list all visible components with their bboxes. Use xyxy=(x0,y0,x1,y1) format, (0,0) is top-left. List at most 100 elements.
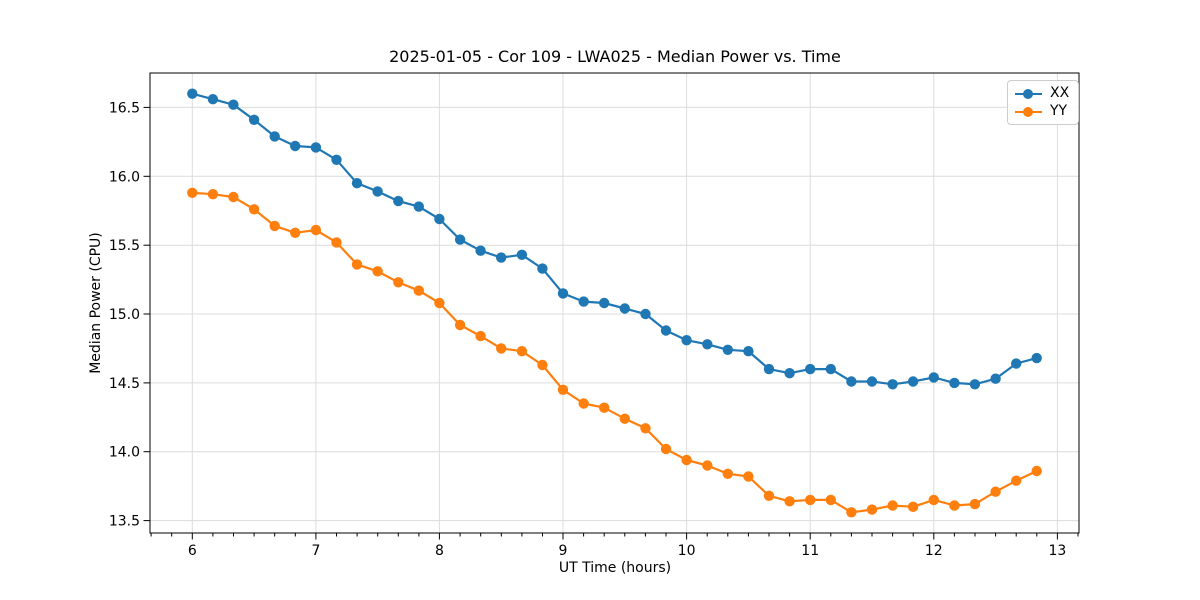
svg-text:6: 6 xyxy=(188,543,197,559)
data-point xyxy=(413,285,424,296)
data-point xyxy=(681,454,692,466)
data-point xyxy=(537,359,548,371)
data-point xyxy=(516,249,528,260)
data-point xyxy=(990,486,1001,497)
data-point xyxy=(331,237,342,248)
data-point xyxy=(640,308,651,320)
svg-text:12: 12 xyxy=(925,543,943,559)
data-point xyxy=(1031,465,1042,477)
data-point xyxy=(248,114,260,126)
data-point xyxy=(496,252,507,263)
data-point xyxy=(702,339,713,350)
data-point xyxy=(434,213,445,225)
data-point xyxy=(187,88,198,99)
svg-text:7: 7 xyxy=(311,543,320,559)
legend-item-xx: XX xyxy=(1015,86,1069,101)
data-point xyxy=(496,343,507,354)
data-point xyxy=(248,204,260,215)
data-point xyxy=(722,344,733,355)
data-point xyxy=(928,494,939,506)
data-point xyxy=(228,99,239,110)
x-axis-label: UT Time (hours) xyxy=(558,560,672,576)
svg-text:9: 9 xyxy=(559,543,568,559)
data-point xyxy=(1011,358,1022,369)
data-point xyxy=(763,490,775,501)
data-point xyxy=(825,494,836,506)
data-point xyxy=(537,263,548,274)
data-point xyxy=(434,297,445,309)
data-point xyxy=(949,377,960,389)
svg-text:15.5: 15.5 xyxy=(109,238,140,254)
svg-text:10: 10 xyxy=(678,543,696,559)
data-point xyxy=(640,423,651,434)
data-point xyxy=(578,296,589,307)
data-point xyxy=(557,384,569,395)
x-axis-minor-ticks xyxy=(150,533,1079,537)
data-point xyxy=(207,94,219,105)
data-point xyxy=(187,187,198,198)
y-axis-tick-labels: 13.5 14.0 14.5 15.0 15.5 16.0 16.5 xyxy=(109,100,140,529)
data-point xyxy=(805,494,816,506)
x-axis-ticks xyxy=(191,533,1058,540)
data-point xyxy=(990,373,1001,384)
y-axis-ticks xyxy=(143,106,150,522)
data-point xyxy=(619,303,630,314)
data-point xyxy=(784,496,795,507)
data-point xyxy=(846,376,857,387)
data-point xyxy=(372,266,383,277)
data-point xyxy=(578,398,589,409)
data-point xyxy=(969,498,981,510)
data-point xyxy=(393,277,404,288)
data-point xyxy=(1031,352,1042,364)
data-point xyxy=(969,379,981,390)
data-point xyxy=(907,376,919,387)
data-point xyxy=(310,224,322,236)
legend-label-yy: YY xyxy=(1050,103,1068,119)
y-axis-label: Median Power (CPU) xyxy=(88,232,104,374)
legend-item-yy: YY xyxy=(1015,104,1069,119)
data-point xyxy=(331,154,342,165)
legend-line-marker-icon xyxy=(1015,106,1042,117)
data-point xyxy=(1011,475,1022,486)
svg-text:8: 8 xyxy=(435,543,444,559)
data-point xyxy=(887,379,898,390)
data-point xyxy=(846,507,857,518)
svg-text:15.0: 15.0 xyxy=(109,307,140,323)
svg-text:16.0: 16.0 xyxy=(109,169,140,185)
data-point xyxy=(722,468,733,479)
x-axis-tick-labels: 6 7 8 9 10 11 12 13 xyxy=(188,543,1066,559)
data-point xyxy=(866,376,878,387)
data-point xyxy=(660,325,672,336)
data-point xyxy=(372,186,383,197)
data-point xyxy=(454,319,466,331)
chart-title: 2025-01-05 - Cor 109 - LWA025 - Median P… xyxy=(389,47,841,66)
data-point xyxy=(310,142,322,153)
data-point xyxy=(784,368,795,379)
data-point xyxy=(928,372,939,383)
data-point xyxy=(599,402,610,413)
data-point xyxy=(949,500,960,511)
data-point xyxy=(743,471,754,482)
data-point xyxy=(660,443,672,455)
data-point xyxy=(290,227,301,238)
grid-lines xyxy=(150,73,1079,533)
svg-text:13.5: 13.5 xyxy=(109,514,140,530)
data-point xyxy=(269,131,280,142)
legend: XX YY xyxy=(1007,80,1080,125)
data-point xyxy=(475,330,486,342)
series-XX xyxy=(187,88,1042,390)
data-point xyxy=(825,363,836,375)
legend-line-marker-icon xyxy=(1015,88,1042,99)
data-point xyxy=(516,346,528,357)
data-point xyxy=(866,504,878,515)
data-point xyxy=(763,363,775,375)
data-point xyxy=(557,288,569,299)
data-point xyxy=(351,259,363,270)
data-point xyxy=(228,191,239,203)
data-point xyxy=(269,220,280,232)
data-point xyxy=(290,140,301,152)
series-YY xyxy=(187,187,1042,518)
data-point xyxy=(619,413,630,424)
